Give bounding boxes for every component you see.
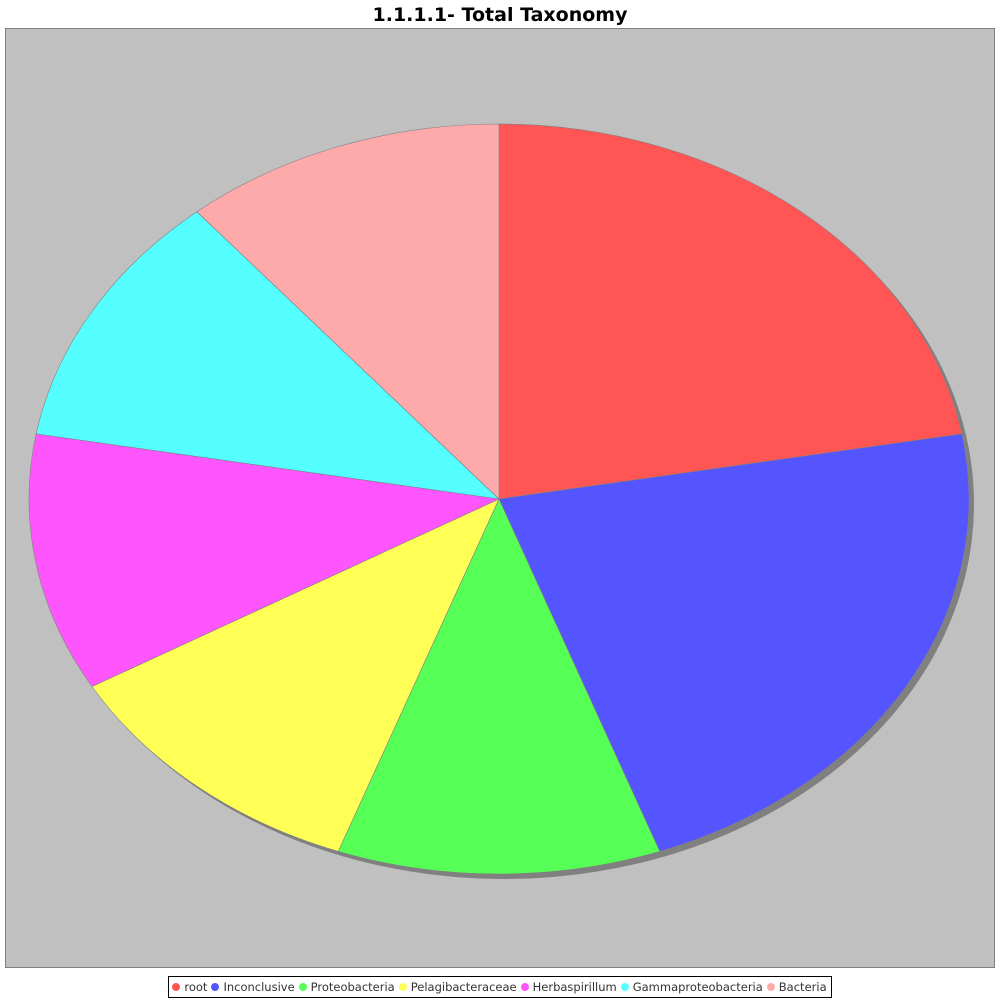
legend-swatch — [620, 983, 629, 991]
legend-swatch — [211, 983, 220, 991]
legend-item-pelagibacteraceae: Pelagibacteraceae — [398, 979, 517, 995]
legend-label: Proteobacteria — [310, 980, 395, 994]
legend-item-proteobacteria: Proteobacteria — [298, 979, 395, 995]
legend-swatch — [172, 983, 181, 991]
legend-label: Gammaproteobacteria — [632, 980, 763, 994]
legend-label: Inconclusive — [223, 980, 295, 994]
legend-swatch — [520, 983, 529, 991]
legend-item-gammaproteobacteria: Gammaproteobacteria — [620, 979, 763, 995]
chart-title: 1.1.1.1- Total Taxonomy — [372, 4, 628, 26]
legend-label: Herbaspirillum — [532, 980, 617, 994]
legend-item-bacteria: Bacteria — [766, 979, 827, 995]
legend-item-root: root — [172, 979, 207, 995]
legend-label: Bacteria — [778, 980, 827, 994]
pie-slice-pelagibacteraceae[interactable] — [91, 498, 500, 852]
legend-label: Pelagibacteraceae — [410, 980, 517, 994]
legend-item-inconclusive: Inconclusive — [211, 979, 295, 995]
pie-slice-root[interactable] — [498, 123, 963, 500]
legend-box: root Inconclusive Proteobacteria Pelagibact… — [168, 976, 832, 998]
pie-slices — [28, 123, 970, 875]
pie-slice-gammaproteobacteria[interactable] — [35, 211, 500, 500]
legend-swatch — [766, 983, 775, 991]
legend-item-herbaspirillum: Herbaspirillum — [520, 979, 617, 995]
pie-slice-bacteria[interactable] — [196, 123, 500, 500]
legend-swatch — [298, 983, 307, 991]
pie-slice-herbaspirillum[interactable] — [28, 433, 501, 687]
legend: root Inconclusive Proteobacteria Pelagibact… — [0, 976, 1000, 1000]
pie-slice-proteobacteria[interactable] — [337, 498, 661, 875]
legend-swatch — [398, 983, 407, 991]
legend-label: root — [184, 980, 208, 994]
pie-slice-inconclusive[interactable] — [498, 433, 970, 852]
